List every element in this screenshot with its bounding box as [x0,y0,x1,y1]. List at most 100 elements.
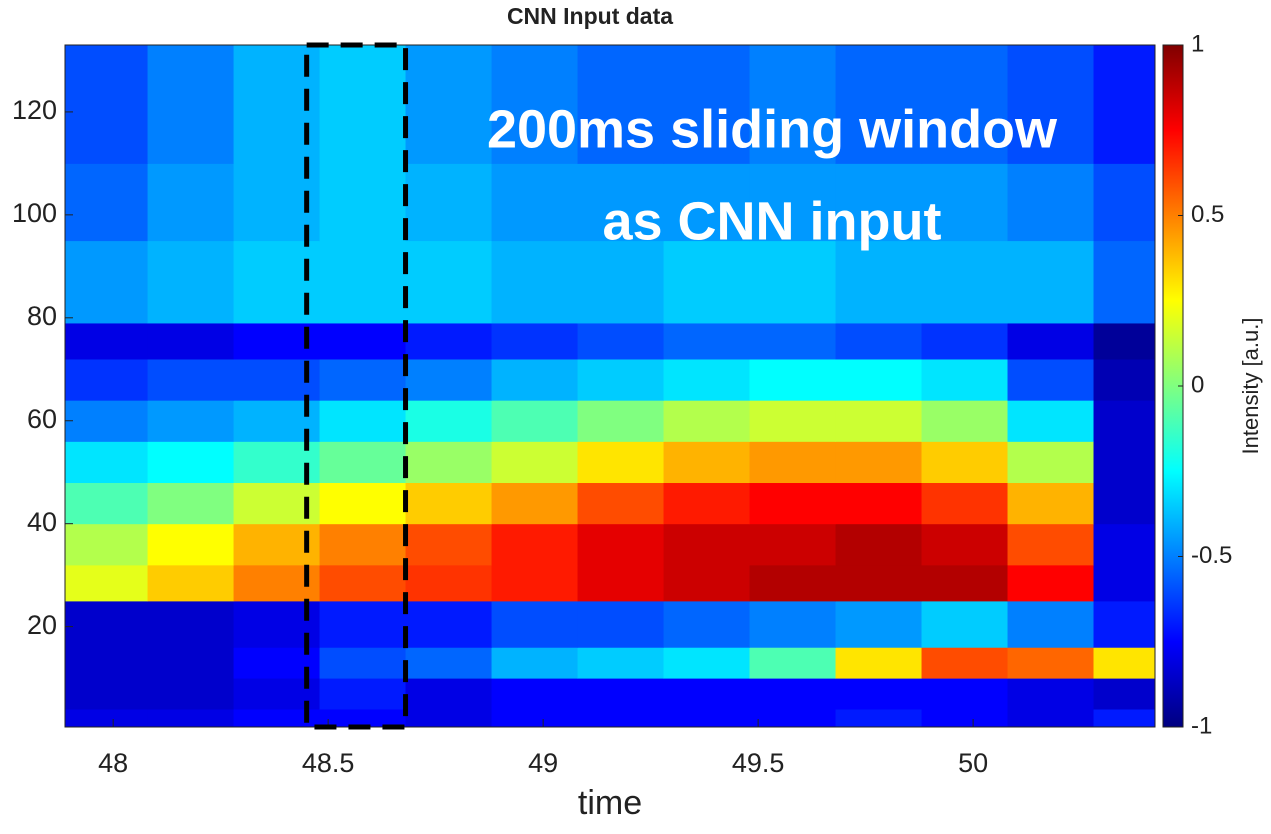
heatmap-cell [1093,322,1155,360]
heatmap-cell [1007,45,1095,164]
heatmap-cell [835,358,923,401]
heatmap-cell [491,358,579,401]
heatmap-cell [835,163,923,242]
heatmap-cell [1007,678,1095,710]
heatmap-cell [1093,678,1155,710]
heatmap-cell [491,564,579,602]
heatmap-cell [65,564,149,602]
heatmap-cell [663,358,751,401]
heatmap-cell [835,523,923,566]
heatmap-cell [835,600,923,648]
annotation: 200ms sliding window [487,99,1058,159]
heatmap [65,45,1155,727]
heatmap-cell [1007,240,1095,324]
heatmap-cell [749,678,837,710]
y-tick-label: 120 [12,95,57,125]
heatmap-cell [835,482,923,525]
heatmap-cell [1007,358,1095,401]
heatmap-cell [491,45,579,164]
heatmap-cell [663,322,751,360]
heatmap-cell [1007,647,1095,679]
heatmap-cell [1093,240,1155,324]
heatmap-cell [319,358,407,401]
heatmap-cell [147,358,235,401]
heatmap-cell [147,240,235,324]
y-tick-label: 20 [27,610,57,640]
heatmap-cell [1093,647,1155,679]
heatmap-cell [1007,441,1095,484]
heatmap-cell [835,647,923,679]
chart-title: CNN Input data [507,3,673,29]
heatmap-cell [1007,322,1095,360]
heatmap-cell [491,523,579,566]
x-tick-label: 48.5 [302,748,355,778]
heatmap-cell [1093,708,1155,727]
heatmap-cell [1093,600,1155,648]
heatmap-cell [405,647,493,679]
heatmap-cell [921,647,1009,679]
heatmap-cell [749,523,837,566]
heatmap-cell [921,678,1009,710]
y-tick-label: 80 [27,301,57,331]
heatmap-cell [147,163,235,242]
heatmap-cell [491,322,579,360]
heatmap-cell [663,482,751,525]
heatmap-cell [835,564,923,602]
heatmap-cell [1093,482,1155,525]
heatmap-cell [577,163,665,242]
heatmap-cell [319,600,407,648]
heatmap-cell [577,45,665,164]
heatmap-cell [319,708,407,727]
heatmap-cell [491,240,579,324]
heatmap-cell [1093,358,1155,401]
heatmap-cell [749,163,837,242]
heatmap-cell [491,678,579,710]
heatmap-cell [319,163,407,242]
colorbar-tick-label: 0 [1191,371,1204,398]
heatmap-cell [147,523,235,566]
heatmap-cell [835,45,923,164]
heatmap-cell [319,322,407,360]
annotation: as CNN input [602,191,941,251]
heatmap-cell [663,708,751,727]
heatmap-cell [319,523,407,566]
heatmap-cell [405,45,493,164]
colorbar-tick-label: 1 [1191,30,1204,57]
heatmap-cell [1093,400,1155,442]
heatmap-cell [921,45,1009,164]
heatmap-cell [749,600,837,648]
heatmap-cell [749,647,837,679]
heatmap-cell [1093,564,1155,602]
heatmap-cell [147,441,235,484]
y-tick-label: 60 [27,404,57,434]
heatmap-cell [491,163,579,242]
x-tick-label: 48 [98,748,128,778]
heatmap-cell [147,708,235,727]
heatmap-cell [1007,482,1095,525]
heatmap-cell [147,400,235,442]
heatmap-cell [405,564,493,602]
heatmap-cell [663,441,751,484]
heatmap-cell [577,708,665,727]
heatmap-cell [749,45,837,164]
heatmap-cell [749,322,837,360]
heatmap-cell [1007,708,1095,727]
heatmap-cell [577,647,665,679]
x-tick-label: 49 [528,748,558,778]
heatmap-cell [1093,523,1155,566]
heatmap-cell [749,240,837,324]
heatmap-cell [1093,163,1155,242]
heatmap-cell [405,600,493,648]
heatmap-cell [65,441,149,484]
heatmap-cell [577,482,665,525]
heatmap-cell [405,322,493,360]
heatmap-cell [65,400,149,442]
heatmap-cell [65,163,149,242]
heatmap-cell [1093,441,1155,484]
heatmap-cell [405,240,493,324]
heatmap-cell [577,523,665,566]
heatmap-cell [663,240,751,324]
heatmap-cell [921,441,1009,484]
heatmap-cell [921,163,1009,242]
y-tick-label: 40 [27,507,57,537]
